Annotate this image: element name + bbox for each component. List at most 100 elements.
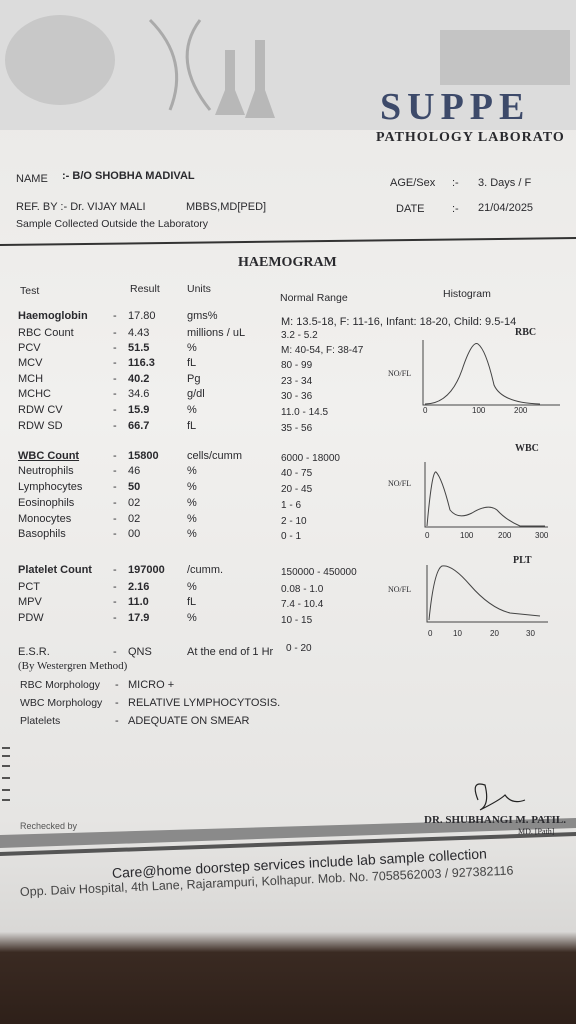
divider bbox=[0, 237, 576, 246]
signature bbox=[474, 783, 526, 811]
test-name: Lymphocytes bbox=[18, 481, 83, 493]
dash: - bbox=[113, 513, 117, 525]
wbc-curve bbox=[426, 471, 545, 527]
dash: - bbox=[113, 327, 117, 339]
result: 02 bbox=[128, 513, 141, 525]
test-name: PCV bbox=[18, 342, 41, 354]
dash: - bbox=[115, 715, 119, 727]
normal-range: 23 - 34 bbox=[281, 376, 313, 387]
result: 40.2 bbox=[128, 373, 150, 385]
unit: Pg bbox=[187, 373, 201, 385]
result: 51.5 bbox=[128, 342, 150, 354]
unit: % bbox=[187, 481, 197, 493]
result: 197000 bbox=[128, 564, 165, 576]
doctor-degree: MD. [Path] bbox=[518, 827, 555, 836]
normal-range: 80 - 99 bbox=[281, 360, 313, 371]
label: AGE/Sex bbox=[390, 177, 436, 189]
dash: - bbox=[113, 357, 117, 369]
normal-range: 40 - 75 bbox=[281, 468, 313, 479]
morph-label: RBC Morphology bbox=[20, 679, 100, 691]
dash: - bbox=[113, 596, 117, 608]
unit: gms% bbox=[187, 310, 218, 322]
result: 15800 bbox=[128, 450, 159, 462]
test-name: Monocytes bbox=[18, 513, 72, 525]
wbc-axis bbox=[424, 462, 548, 528]
label: REF. BY :- Dr. VIJAY MALI bbox=[16, 201, 146, 213]
result: 50 bbox=[128, 481, 141, 493]
doctor: DR. SHUBHANGI M. PATIL. bbox=[424, 814, 566, 826]
normal-range: 6000 - 18000 bbox=[281, 453, 340, 464]
unit: % bbox=[187, 342, 197, 354]
histogram-tick: 100 bbox=[460, 531, 474, 540]
result: 15.9 bbox=[128, 404, 150, 416]
normal-range: M: 13.5-18, F: 11-16, Infant: 18-20, Chi… bbox=[281, 316, 517, 328]
label: MBBS,MD[PED] bbox=[186, 201, 267, 213]
result: 00 bbox=[128, 528, 141, 540]
test-name: E.S.R. bbox=[18, 646, 50, 658]
result: 11.0 bbox=[128, 596, 149, 608]
normal-range: 1 - 6 bbox=[281, 500, 302, 511]
unit: % bbox=[187, 404, 197, 416]
dash: - bbox=[113, 404, 117, 416]
dash: - bbox=[113, 388, 117, 400]
result: 02 bbox=[128, 497, 141, 509]
normal-range: 0 - 1 bbox=[281, 531, 302, 542]
result: 17.80 bbox=[128, 310, 156, 322]
morph-value: ADEQUATE ON SMEAR bbox=[128, 715, 250, 727]
footer-band bbox=[0, 818, 576, 848]
lab-subtitle: PATHOLOGY LABORATO bbox=[376, 130, 565, 145]
normal-range: 0 - 20 bbox=[286, 643, 312, 654]
rechecked: Rechecked by bbox=[20, 821, 78, 831]
unit: % bbox=[187, 581, 197, 593]
dash: - bbox=[115, 697, 119, 709]
normal-range: 7.4 - 10.4 bbox=[281, 599, 324, 610]
note: Sample Collected Outside the Laboratory bbox=[16, 218, 209, 230]
dash: - bbox=[113, 465, 117, 477]
dash: - bbox=[113, 528, 117, 540]
dash: - bbox=[113, 310, 117, 322]
histogram-tick: 30 bbox=[526, 629, 535, 638]
test-name: Platelet Count bbox=[18, 564, 92, 576]
histogram-ylabel: NO/FL bbox=[388, 369, 412, 378]
unit: fL bbox=[187, 420, 197, 432]
morph-value: RELATIVE LYMPHOCYTOSIS. bbox=[128, 697, 281, 709]
normal-range: 30 - 36 bbox=[281, 391, 313, 402]
result: 116.3 bbox=[128, 357, 155, 369]
histogram-title: RBC bbox=[515, 327, 537, 338]
label: :- bbox=[452, 203, 459, 215]
test-name: Eosinophils bbox=[18, 497, 75, 509]
histogram-tick: 200 bbox=[498, 531, 512, 540]
label: DATE bbox=[396, 203, 425, 215]
normal-range: M: 40-54, F: 38-47 bbox=[281, 345, 364, 356]
dash: - bbox=[115, 679, 119, 691]
unit: At the end of 1 Hr bbox=[187, 646, 274, 658]
test-name: Basophils bbox=[18, 528, 66, 540]
histogram-tick: 10 bbox=[453, 629, 462, 638]
column-header: Test bbox=[20, 285, 40, 297]
unit: cells/cumm bbox=[187, 450, 243, 462]
unit: % bbox=[187, 528, 197, 540]
test-name: MCHC bbox=[18, 388, 51, 400]
unit: g/dl bbox=[187, 388, 205, 400]
dash: - bbox=[113, 564, 117, 576]
dash: - bbox=[113, 450, 117, 462]
column-header: Units bbox=[187, 283, 211, 295]
unit: fL bbox=[187, 596, 197, 608]
test-name: WBC Count bbox=[18, 450, 80, 462]
lab-name: SUPPE bbox=[380, 86, 531, 128]
value: 21/04/2025 bbox=[478, 202, 534, 214]
value: 3. Days / F bbox=[478, 177, 532, 189]
dash: - bbox=[113, 342, 117, 354]
test-name: Haemoglobin bbox=[18, 310, 88, 322]
histogram-tick: 0 bbox=[428, 629, 433, 638]
rbc-axis bbox=[422, 340, 560, 406]
result: 34.6 bbox=[128, 388, 150, 400]
histogram-title: WBC bbox=[515, 443, 539, 454]
test-name: MPV bbox=[18, 596, 42, 608]
unit: % bbox=[187, 612, 197, 624]
normal-range: 3.2 - 5.2 bbox=[281, 330, 318, 341]
histogram-ylabel: NO/FL bbox=[388, 585, 412, 594]
test-name: Neutrophils bbox=[18, 465, 74, 477]
dna-icon bbox=[148, 18, 212, 111]
